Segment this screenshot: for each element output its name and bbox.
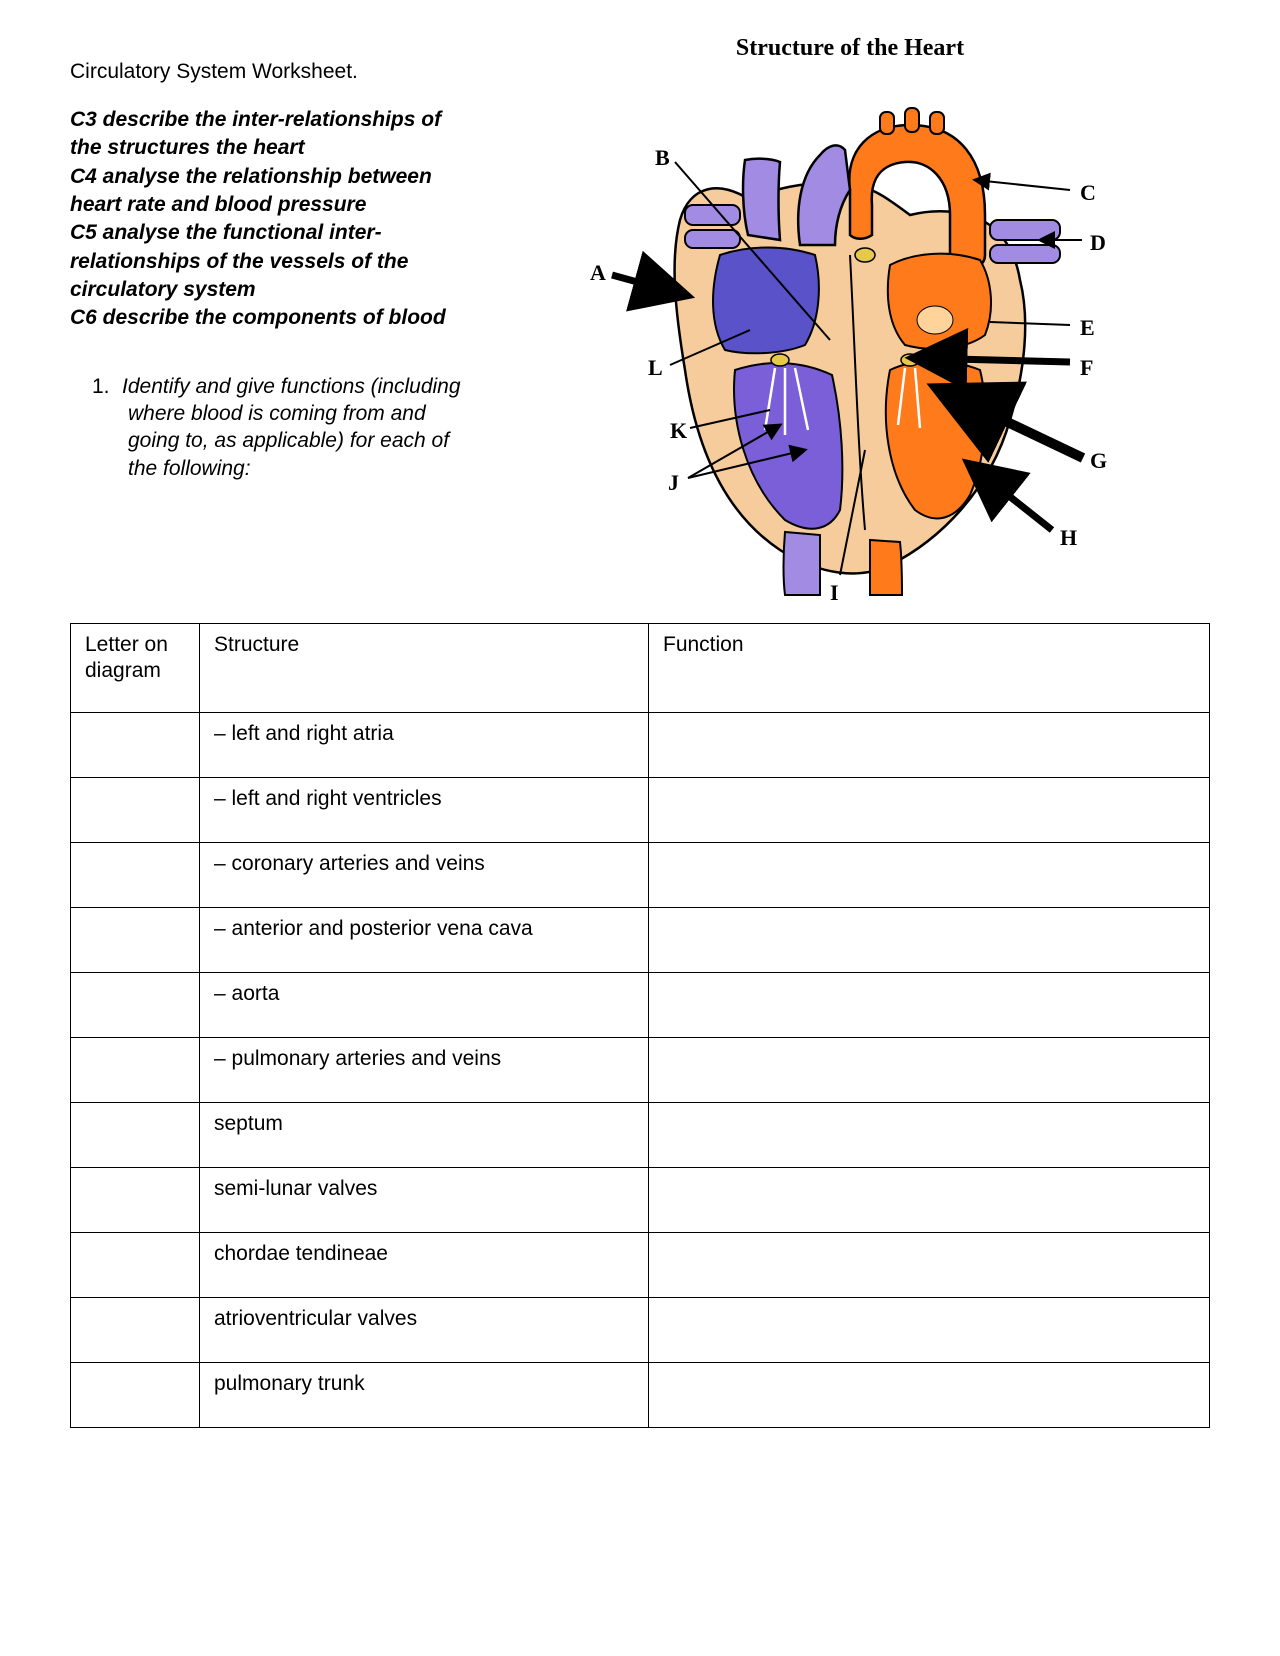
cell-structure: – aorta [200, 973, 649, 1038]
cell-function[interactable] [649, 1168, 1210, 1233]
diagram-label-H: H [1060, 525, 1077, 551]
cell-function[interactable] [649, 1233, 1210, 1298]
diagram-title: Structure of the Heart [490, 35, 1210, 62]
cell-letter[interactable] [71, 713, 200, 778]
cell-letter[interactable] [71, 1363, 200, 1428]
cell-letter[interactable] [71, 1233, 200, 1298]
worksheet-page: Circulatory System Worksheet. C3 describ… [0, 0, 1280, 1488]
cell-structure: chordae tendineae [200, 1233, 649, 1298]
cell-function[interactable] [649, 1298, 1210, 1363]
cell-structure: septum [200, 1103, 649, 1168]
cell-letter[interactable] [71, 973, 200, 1038]
structure-function-table: Letter on diagram Structure Function – l… [70, 623, 1210, 1428]
cell-letter[interactable] [71, 1038, 200, 1103]
table-header-function: Function [649, 624, 1210, 713]
cell-structure: – anterior and posterior vena cava [200, 908, 649, 973]
question-number: 1. [92, 373, 122, 400]
diagram-label-I: I [830, 580, 839, 606]
table-row: – aorta [71, 973, 1210, 1038]
cell-structure: – pulmonary arteries and veins [200, 1038, 649, 1103]
diagram-label-L: L [648, 355, 663, 381]
diagram-label-J: J [668, 470, 679, 496]
table-row: – left and right ventricles [71, 778, 1210, 843]
diagram-label-A: A [590, 260, 606, 286]
worksheet-title: Circulatory System Worksheet. [70, 60, 470, 84]
cell-letter[interactable] [71, 1298, 200, 1363]
table-header-letter: Letter on diagram [71, 624, 200, 713]
top-section: Circulatory System Worksheet. C3 describ… [70, 60, 1210, 605]
cell-function[interactable] [649, 778, 1210, 843]
heart-svg [570, 70, 1130, 605]
diagram-label-K: K [670, 418, 687, 444]
cell-letter[interactable] [71, 908, 200, 973]
cell-function[interactable] [649, 1038, 1210, 1103]
cell-letter[interactable] [71, 843, 200, 908]
cell-letter[interactable] [71, 778, 200, 843]
diagram-label-D: D [1090, 230, 1106, 256]
cell-structure: atrioventricular valves [200, 1298, 649, 1363]
table-row: – coronary arteries and veins [71, 843, 1210, 908]
cell-function[interactable] [649, 713, 1210, 778]
table-row: chordae tendineae [71, 1233, 1210, 1298]
cell-structure: pulmonary trunk [200, 1363, 649, 1428]
diagram-label-E: E [1080, 315, 1095, 341]
learning-objectives: C3 describe the inter-relationships of t… [70, 106, 470, 333]
cell-structure: – left and right ventricles [200, 778, 649, 843]
table-row: septum [71, 1103, 1210, 1168]
cell-function[interactable] [649, 908, 1210, 973]
diagram-label-B: B [655, 145, 670, 171]
left-column: Circulatory System Worksheet. C3 describ… [70, 60, 470, 482]
diagram-label-F: F [1080, 355, 1093, 381]
cell-structure: semi-lunar valves [200, 1168, 649, 1233]
table-row: atrioventricular valves [71, 1298, 1210, 1363]
table-row: pulmonary trunk [71, 1363, 1210, 1428]
table-row: – pulmonary arteries and veins [71, 1038, 1210, 1103]
cell-function[interactable] [649, 843, 1210, 908]
table-header-row: Letter on diagram Structure Function [71, 624, 1210, 713]
table-row: – left and right atria [71, 713, 1210, 778]
table-header-structure: Structure [200, 624, 649, 713]
table-row: – anterior and posterior vena cava [71, 908, 1210, 973]
heart-diagram: A B C D E F G H I J K L [570, 70, 1130, 605]
cell-function[interactable] [649, 1363, 1210, 1428]
cell-structure: – coronary arteries and veins [200, 843, 649, 908]
diagram-label-C: C [1080, 180, 1096, 206]
table-row: semi-lunar valves [71, 1168, 1210, 1233]
question-1: 1.Identify and give functions (including… [70, 373, 470, 482]
cell-function[interactable] [649, 1103, 1210, 1168]
cell-letter[interactable] [71, 1103, 200, 1168]
cell-function[interactable] [649, 973, 1210, 1038]
question-text: Identify and give functions (including w… [122, 375, 461, 480]
diagram-label-G: G [1090, 448, 1107, 474]
right-column: Structure of the Heart [490, 60, 1210, 605]
cell-letter[interactable] [71, 1168, 200, 1233]
cell-structure: – left and right atria [200, 713, 649, 778]
